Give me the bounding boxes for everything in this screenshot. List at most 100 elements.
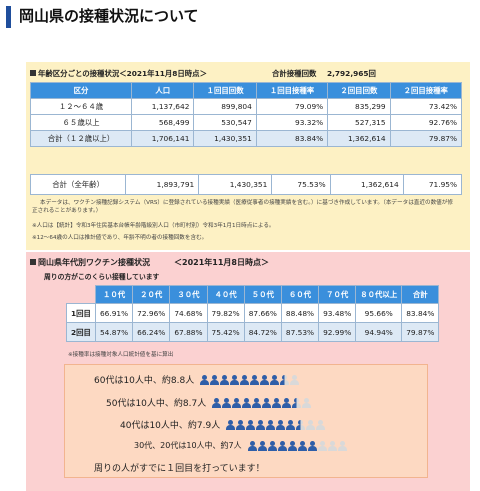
table-cell: 94.94% bbox=[355, 322, 403, 342]
table-cell: 87.53% bbox=[280, 322, 320, 342]
table-cell: 92.99% bbox=[318, 322, 357, 342]
table-cell: 93.32% bbox=[255, 114, 329, 131]
table-cell: 1,137,642 bbox=[131, 98, 195, 115]
person-icon bbox=[220, 374, 230, 385]
column-header: 人口 bbox=[131, 82, 195, 99]
age-group-table: １０代 ２０代 ３０代 ４０代 ５０代 ６０代 ７０代 ８０代以上 合計 1回目… bbox=[66, 285, 440, 342]
person-icon bbox=[297, 440, 307, 451]
section2-heading-text: 岡山県年代別ワクチン接種状況 ＜2021年11月8日時点＞ bbox=[38, 258, 269, 267]
table-cell: 1,430,351 bbox=[198, 174, 273, 195]
table-row: 合計（１２歳以上） 1,706,141 1,430,351 83.84% 1,3… bbox=[29, 130, 463, 147]
person-icon bbox=[236, 419, 246, 430]
rate-basis-note: ※接種率は接種対象人口統計値を基に算出 bbox=[68, 352, 174, 358]
person-icon bbox=[337, 440, 347, 451]
person-icon bbox=[212, 397, 222, 408]
table-cell: ６５歳以上 bbox=[29, 114, 133, 131]
people-row-label: 50代は10人中、約8.7人 bbox=[106, 399, 207, 409]
column-header: ５０代 bbox=[243, 285, 282, 304]
table-cell: 合計（１２歳以上） bbox=[29, 130, 133, 147]
column-header: ６０代 bbox=[280, 285, 320, 304]
table-cell: 74.68% bbox=[169, 303, 208, 323]
table-cell: 568,499 bbox=[131, 114, 195, 131]
person-icon bbox=[260, 374, 270, 385]
person-icon bbox=[210, 374, 220, 385]
table-cell: 75.53% bbox=[271, 174, 331, 195]
person-icon bbox=[296, 419, 306, 430]
table-cell: 79.87% bbox=[401, 322, 440, 342]
data-source-note-cont: 正されることがあります。） bbox=[32, 208, 102, 214]
table-cell: 93.48% bbox=[318, 303, 357, 323]
column-header: １回目接種率 bbox=[255, 82, 329, 99]
table-header-row: 区分 人口 １回目回数 １回目接種率 ２回目回数 ２回目接種率 bbox=[29, 82, 463, 99]
table-cell: 92.76% bbox=[389, 114, 463, 131]
person-icon bbox=[262, 397, 272, 408]
all-ages-total-table: 合計（全年齢） 1,893,791 1,430,351 75.53% 1,362… bbox=[29, 174, 463, 195]
table-cell: 79.87% bbox=[389, 130, 463, 147]
column-header: ２回目回数 bbox=[327, 82, 391, 99]
table-cell: 67.88% bbox=[169, 322, 208, 342]
person-icon bbox=[232, 397, 242, 408]
person-icon bbox=[246, 419, 256, 430]
table-cell: 1,362,614 bbox=[329, 174, 404, 195]
column-header: 区分 bbox=[29, 82, 133, 99]
table-cell: 72.96% bbox=[132, 303, 171, 323]
person-icon bbox=[277, 440, 287, 451]
estimate-note: ※12～64歳の人口は推計値であり、年齢不明の者の接種回数を含む。 bbox=[32, 235, 208, 241]
person-icon bbox=[230, 374, 240, 385]
person-icon bbox=[257, 440, 267, 451]
table-cell: 75.42% bbox=[206, 322, 245, 342]
people-row-50s: 50代は10人中、約8.7人 bbox=[106, 396, 312, 409]
people-row-label: 40代は10人中、約7.9人 bbox=[120, 421, 221, 431]
column-header: ４０代 bbox=[206, 285, 245, 304]
person-icon bbox=[200, 374, 210, 385]
page-title: 岡山県の接種状況について bbox=[19, 7, 199, 25]
person-icon bbox=[282, 397, 292, 408]
total-doses-value: 2,792,965回 bbox=[326, 69, 376, 78]
people-row-30s-20s: 30代、20代は10人中、約7人 bbox=[134, 440, 347, 451]
section1-heading: 年齢区分ごとの接種状況＜2021年11月8日時点＞ bbox=[30, 68, 207, 79]
table-cell: 899,804 bbox=[193, 98, 257, 115]
person-icon bbox=[316, 419, 326, 430]
column-header: ７０代 bbox=[318, 285, 357, 304]
table-cell: 835,299 bbox=[327, 98, 391, 115]
table-cell: １２～６４歳 bbox=[29, 98, 133, 115]
person-icons bbox=[226, 419, 326, 430]
table-cell: 79.09% bbox=[255, 98, 329, 115]
person-icon bbox=[306, 419, 316, 430]
data-source-note: 本データは、ワクチン接種記録システム（VRS）に登録されている接種実績（医療従事… bbox=[40, 200, 453, 206]
table-cell: 88.48% bbox=[280, 303, 320, 323]
table-cell: 54.87% bbox=[94, 322, 134, 342]
person-icon bbox=[286, 419, 296, 430]
person-icon bbox=[307, 440, 317, 451]
section2-subheading: 周りの方がこのくらい接種しています bbox=[44, 273, 160, 281]
table-cell: 71.95% bbox=[402, 174, 463, 195]
table-row: 2回目 54.87% 66.24% 67.88% 75.42% 84.72% 8… bbox=[66, 322, 440, 342]
person-icon bbox=[280, 374, 290, 385]
column-header: ３０代 bbox=[169, 285, 208, 304]
table-cell: 1,706,141 bbox=[131, 130, 195, 147]
person-icon bbox=[222, 397, 232, 408]
person-icon bbox=[242, 397, 252, 408]
person-icon bbox=[256, 419, 266, 430]
table-row: １２～６４歳 1,137,642 899,804 79.09% 835,299 … bbox=[29, 98, 463, 115]
age-category-table: 区分 人口 １回目回数 １回目接種率 ２回目回数 ２回目接種率 １２～６４歳 1… bbox=[29, 82, 463, 147]
row-label: 2回目 bbox=[66, 322, 96, 342]
section1-heading-text: 年齢区分ごとの接種状況＜2021年11月8日時点＞ bbox=[38, 69, 207, 78]
table-row: 合計（全年齢） 1,893,791 1,430,351 75.53% 1,362… bbox=[29, 174, 463, 195]
table-cell: 1,430,351 bbox=[193, 130, 257, 147]
person-icon bbox=[327, 440, 337, 451]
table-cell: 1,893,791 bbox=[125, 174, 200, 195]
column-header: １０代 bbox=[94, 285, 134, 304]
table-cell: 合計（全年齢） bbox=[29, 174, 127, 195]
table-cell: 66.24% bbox=[132, 322, 171, 342]
population-note: ※人口は【統計】令和3年住民基本台帳年齢階級別人口（市町村別）令和3年1月1日時… bbox=[32, 223, 275, 229]
people-row-label: 60代は10人中、約8.8人 bbox=[94, 376, 195, 386]
person-icon bbox=[240, 374, 250, 385]
table-cell: 1,362,614 bbox=[327, 130, 391, 147]
person-icon bbox=[226, 419, 236, 430]
person-icon bbox=[266, 419, 276, 430]
table-cell: 95.66% bbox=[355, 303, 403, 323]
person-icon bbox=[276, 419, 286, 430]
person-icons bbox=[247, 440, 347, 451]
corner-cell bbox=[67, 286, 96, 304]
